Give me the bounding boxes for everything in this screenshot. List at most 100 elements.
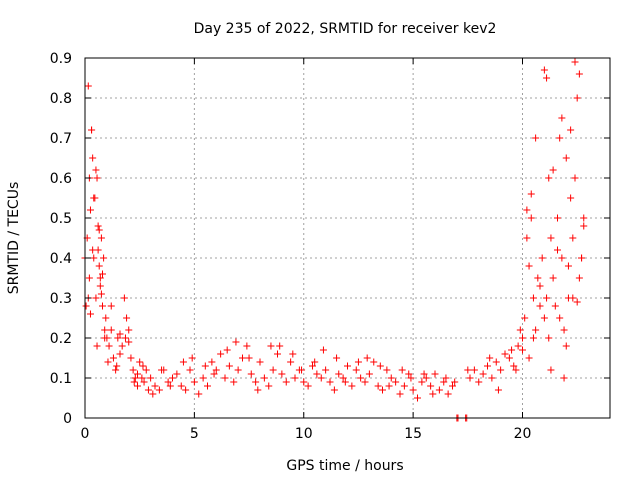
data-point [123,314,131,322]
data-point [400,382,408,390]
data-point [99,270,106,278]
data-point [341,378,349,386]
data-point [470,366,478,374]
data-point [252,378,260,386]
data-point [116,330,124,338]
data-point [571,174,579,182]
data-point [529,334,537,342]
data-point [466,374,474,382]
data-point [492,358,500,366]
data-point [479,370,487,378]
data-point [497,366,505,374]
data-point [127,354,135,362]
data-point [333,354,341,362]
data-point [155,386,163,394]
data-point [179,358,187,366]
data-point [508,346,516,354]
data-point [147,374,155,382]
data-point [521,314,529,322]
data-point [245,354,253,362]
data-point [512,366,520,374]
data-point [254,386,262,394]
data-point [107,326,115,334]
data-point [225,362,233,370]
x-tick-label: 10 [295,426,313,442]
data-point [104,358,112,366]
data-point [140,378,148,386]
data-point [134,382,141,390]
data-point [102,314,110,322]
data-point [514,342,522,350]
data-point [114,334,122,342]
data-point [554,246,561,254]
y-tick-label: 0.6 [50,171,72,187]
data-point [88,126,96,134]
data-point [540,314,548,322]
data-point [365,370,373,378]
data-point [532,134,540,142]
data-point [409,386,417,394]
data-point [247,370,255,378]
data-point [99,302,106,310]
data-point [339,374,347,382]
data-point [92,166,100,174]
data-point [120,294,128,302]
data-point [569,294,577,302]
data-point [396,390,404,398]
data-point [173,370,181,378]
data-point [256,358,264,366]
data-point [562,154,570,162]
y-tick-label: 0.5 [50,211,72,227]
data-point [274,350,281,358]
data-point [344,362,351,370]
data-point [525,262,533,270]
data-point [427,382,435,390]
data-point [330,386,338,394]
data-point [435,386,443,394]
data-point [558,114,566,122]
data-point [89,246,97,254]
data-point [545,174,553,182]
data-point [109,354,117,362]
data-point [269,366,277,374]
data-point [560,374,568,382]
data-point [100,254,108,262]
data-point [549,274,557,282]
data-point [357,374,365,382]
data-point [309,362,316,370]
data-point [383,366,391,374]
data-point [105,342,113,350]
data-point [131,374,139,382]
data-point [556,314,564,322]
data-point [488,374,496,382]
data-point [407,374,415,382]
data-point [431,370,439,378]
data-point [217,350,225,358]
data-point [208,358,216,366]
data-point [282,378,290,386]
data-point [429,390,437,398]
data-point [291,374,299,382]
data-point [540,66,548,74]
chart-title: Day 235 of 2022, SRMTID for receiver kev… [194,21,497,37]
data-point [464,366,472,374]
data-point [486,354,494,362]
data-point [287,358,295,366]
data-point [95,226,103,234]
data-point [573,298,581,306]
data-point [543,74,551,82]
data-point [527,214,535,222]
data-point [405,370,413,378]
data-point [129,366,137,374]
data-point [519,346,526,354]
data-point [569,234,577,242]
data-point [182,386,190,394]
data-point [212,366,220,374]
data-point [95,262,103,270]
data-point [107,302,115,310]
data-point [494,386,502,394]
data-point [158,366,166,374]
y-tick-label: 0.7 [50,131,72,147]
